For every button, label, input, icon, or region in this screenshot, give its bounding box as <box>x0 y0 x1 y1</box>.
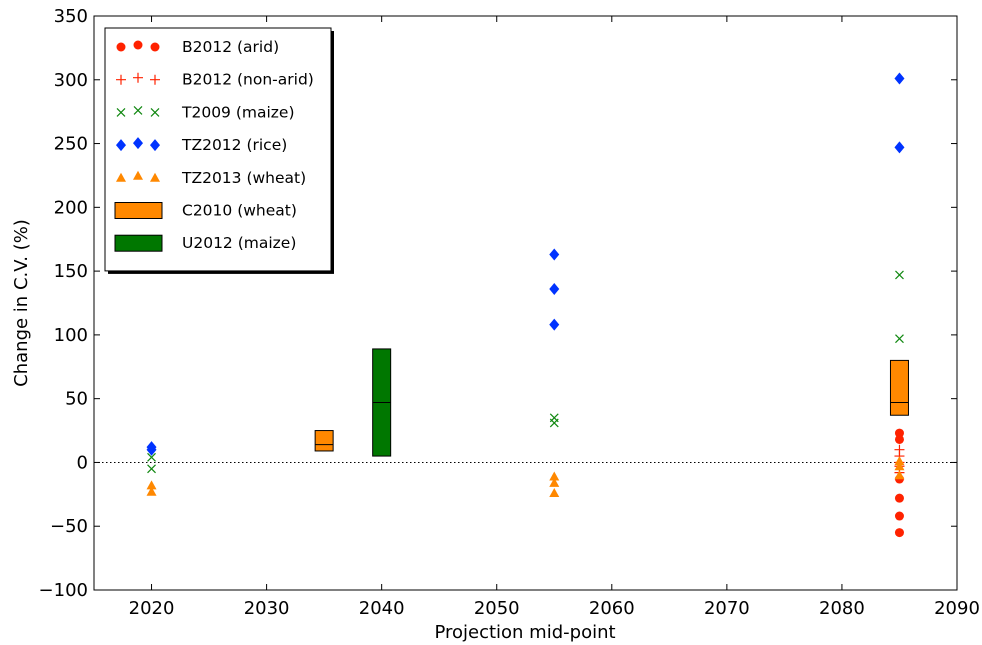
data-point <box>549 418 559 428</box>
legend-label: B2012 (arid) <box>182 38 279 56</box>
legend-swatch <box>116 172 126 182</box>
x-tick-label: 2020 <box>129 598 175 619</box>
legend-swatch <box>133 137 143 150</box>
y-tick-label: 50 <box>65 389 88 410</box>
data-point <box>894 456 905 466</box>
data-point <box>895 334 904 344</box>
legend-swatch <box>150 139 160 152</box>
x-tick-label: 2090 <box>934 598 980 619</box>
legend-swatch <box>133 72 143 83</box>
range-box <box>314 430 334 452</box>
x-tick-label: 2050 <box>474 598 520 619</box>
x-tick-label: 2060 <box>589 598 635 619</box>
legend-label: TZ2012 (rice) <box>181 136 287 154</box>
data-point <box>894 528 904 538</box>
legend-label: U2012 (maize) <box>182 234 296 252</box>
legend-swatch <box>116 139 126 152</box>
legend-swatch <box>116 107 126 117</box>
legend-swatch <box>150 74 160 85</box>
legend-label: TZ2013 (wheat) <box>181 169 306 187</box>
x-tick-label: 2030 <box>244 598 290 619</box>
legend-swatch <box>133 105 143 115</box>
point-marks <box>146 72 905 538</box>
y-tick-label: −50 <box>50 516 88 537</box>
axis-ticks: 2020 2030 2040 2050 2060 2070 2080 2090 −100 −50 0… <box>39 6 980 619</box>
data-point <box>894 72 905 85</box>
legend-swatch <box>114 202 163 219</box>
legend-swatch <box>133 40 143 50</box>
legend-swatch <box>114 234 163 252</box>
legend-swatch <box>116 74 126 85</box>
data-point <box>894 428 904 438</box>
legend-label: T2009 (maize) <box>181 103 295 121</box>
data-point <box>894 434 904 444</box>
y-tick-label: 200 <box>54 197 88 218</box>
data-point <box>146 443 157 456</box>
y-tick-label: 250 <box>54 134 88 155</box>
data-point <box>895 270 904 280</box>
data-point <box>894 461 905 471</box>
data-point <box>894 470 905 480</box>
data-point <box>894 141 905 154</box>
legend-swatch <box>133 170 143 180</box>
data-point <box>894 511 904 521</box>
data-point <box>549 477 560 487</box>
legend-frame <box>104 27 332 272</box>
data-point <box>549 318 560 331</box>
y-tick-label: 100 <box>54 325 88 346</box>
legend-swatch <box>150 107 160 117</box>
legend-swatch <box>150 172 160 182</box>
data-point <box>146 480 157 490</box>
y-tick-label: 0 <box>77 452 88 473</box>
data-point <box>549 488 560 498</box>
legend-swatch <box>116 42 126 52</box>
y-tick-label: −100 <box>39 580 88 601</box>
data-point <box>147 464 156 474</box>
legend-swatch <box>150 42 160 52</box>
y-axis-label: Change in C.V. (%) <box>11 219 32 387</box>
y-tick-label: 350 <box>54 6 88 27</box>
data-point <box>894 493 904 503</box>
legend-label: C2010 (wheat) <box>182 202 297 220</box>
x-axis-label: Projection mid-point <box>434 622 615 643</box>
legend: B2012 (arid) B2012 (non-arid) T2009 (maize… <box>104 27 334 274</box>
data-point <box>549 282 560 295</box>
x-tick-label: 2080 <box>819 598 865 619</box>
x-tick-label: 2070 <box>704 598 750 619</box>
y-tick-label: 300 <box>54 70 88 91</box>
data-point <box>147 452 156 462</box>
plot-frame <box>93 15 958 591</box>
data-point <box>549 248 560 261</box>
x-tick-label: 2040 <box>359 598 405 619</box>
y-tick-label: 150 <box>54 261 88 282</box>
data-point <box>146 486 157 496</box>
data-point <box>549 471 560 481</box>
legend-label: B2012 (non-arid) <box>182 71 314 89</box>
range-box <box>889 359 909 416</box>
box-marks <box>314 348 909 457</box>
